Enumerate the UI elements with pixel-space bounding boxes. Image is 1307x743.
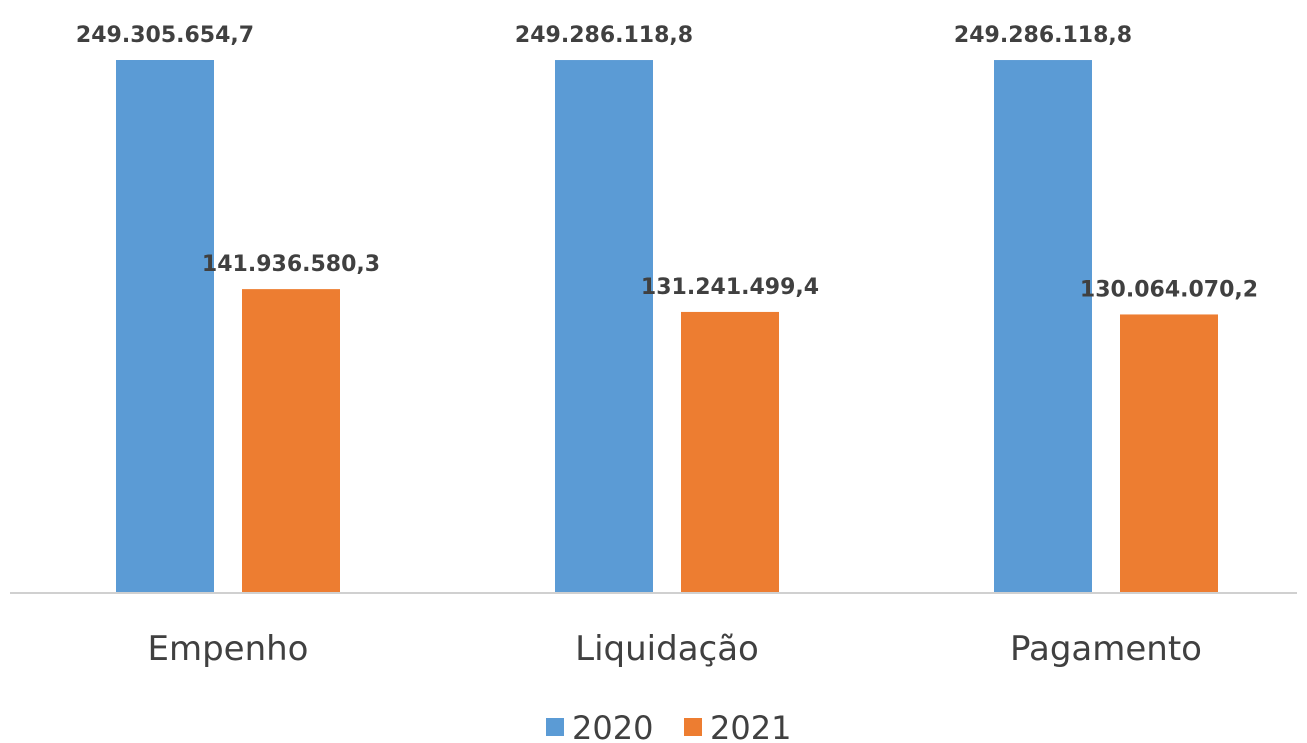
bar-2021-1	[681, 311, 779, 592]
legend-swatch-2020	[546, 718, 564, 736]
data-labels-layer: 249.305.654,7 141.936.580,3 249.286.118,8 1…	[76, 23, 1258, 302]
data-label-2021-2: 130.064.070,2	[1080, 277, 1258, 302]
bar-2021-2	[1120, 314, 1218, 592]
legend-label-2021: 2021	[710, 709, 791, 743]
bar-2020-0	[116, 60, 214, 592]
category-labels-layer: Empenho Liquidação Pagamento	[147, 629, 1201, 669]
bars-layer	[116, 60, 1218, 592]
bar-2020-2	[994, 60, 1092, 592]
data-label-2020-0: 249.305.654,7	[76, 23, 254, 48]
category-label-1: Liquidação	[575, 629, 759, 669]
data-label-2020-1: 249.286.118,8	[515, 23, 693, 48]
bar-2021-0	[242, 289, 340, 592]
bar-2020-1	[555, 60, 653, 592]
category-label-2: Pagamento	[1010, 629, 1202, 669]
category-label-0: Empenho	[147, 629, 308, 669]
data-label-2021-0: 141.936.580,3	[202, 252, 380, 277]
data-label-2020-2: 249.286.118,8	[954, 23, 1132, 48]
legend-label-2020: 2020	[572, 709, 653, 743]
data-label-2021-1: 131.241.499,4	[641, 275, 819, 300]
legend-swatch-2021	[684, 718, 702, 736]
legend: 2020 2021	[546, 709, 791, 743]
